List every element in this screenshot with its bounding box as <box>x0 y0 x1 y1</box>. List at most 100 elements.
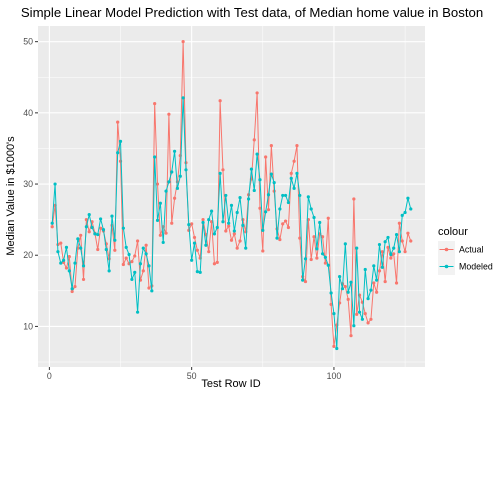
actual-point <box>278 237 282 242</box>
actual-point <box>255 91 259 95</box>
modeled-point <box>281 193 285 198</box>
x-tick-label: 100 <box>327 371 342 381</box>
series-layer <box>50 40 413 351</box>
modeled-point <box>76 237 80 241</box>
actual-point <box>232 232 236 236</box>
modeled-point <box>187 223 191 227</box>
modeled-point <box>380 265 384 269</box>
actual-point <box>332 344 336 348</box>
actual-point <box>329 302 333 306</box>
modeled-point <box>141 246 145 250</box>
actual-point <box>295 143 299 148</box>
modeled-point <box>192 241 197 245</box>
modeled-point <box>90 225 94 230</box>
modeled-point <box>56 250 60 254</box>
actual-point <box>79 233 83 237</box>
x-axis-title: Test Row ID <box>201 378 260 390</box>
modeled-point <box>323 255 328 259</box>
modeled-point <box>70 287 74 291</box>
modeled-point <box>135 310 140 314</box>
modeled-point <box>93 232 97 236</box>
actual-point <box>406 231 410 235</box>
modeled-point <box>212 232 217 236</box>
modeled-point <box>264 210 268 214</box>
modeled-point <box>375 278 379 282</box>
modeled-point <box>306 195 310 199</box>
modeled-point <box>96 232 100 237</box>
modeled-point <box>133 270 137 274</box>
modeled-point <box>397 250 401 254</box>
modeled-point <box>286 200 291 205</box>
modeled-point <box>155 218 160 222</box>
actual-point <box>221 168 225 172</box>
actual-point <box>372 281 376 285</box>
actual-point <box>394 281 399 285</box>
modeled-point <box>292 186 296 190</box>
modeled-point <box>79 246 83 250</box>
y-tick-label: 50 <box>23 37 33 47</box>
modeled-point <box>315 247 319 251</box>
modeled-point <box>207 218 211 222</box>
actual-point <box>158 233 162 237</box>
modeled-point <box>53 182 57 186</box>
actual-point <box>392 252 396 256</box>
modeled-point <box>258 178 262 182</box>
modeled-point <box>124 245 128 250</box>
actual-point <box>266 208 271 212</box>
actual-point <box>50 225 54 229</box>
modeled-point <box>175 186 180 190</box>
modeled-point <box>278 207 282 211</box>
modeled-point <box>389 252 393 257</box>
modeled-point <box>360 317 364 321</box>
actual-point <box>286 225 291 230</box>
actual-point <box>190 222 194 226</box>
actual-point <box>380 250 384 254</box>
actual-point <box>363 312 367 316</box>
actual-point <box>147 286 151 290</box>
modeled-point <box>130 277 134 282</box>
modeled-point <box>409 207 413 211</box>
modeled-point <box>249 167 254 171</box>
actual-point <box>130 260 134 264</box>
modeled-point <box>241 223 245 227</box>
modeled-point <box>400 213 404 217</box>
actual-point <box>212 262 217 266</box>
actual-point <box>269 143 273 148</box>
modeled-point <box>158 201 162 205</box>
actual-point <box>409 239 413 243</box>
modeled-point <box>104 247 108 252</box>
x-tick-label: 50 <box>187 371 197 381</box>
actual-point <box>84 218 88 222</box>
y-axis-title: Median Value in $1000's <box>5 136 17 256</box>
actual-point <box>283 219 288 223</box>
modeled-point <box>303 257 308 261</box>
actual-point <box>141 269 145 273</box>
modeled-point <box>144 252 148 256</box>
modeled-point <box>209 209 214 213</box>
actual-point <box>81 277 86 282</box>
modeled-point <box>110 214 114 218</box>
y-tick-label: 30 <box>23 179 33 189</box>
actual-point <box>153 101 157 106</box>
modeled-point <box>215 225 219 230</box>
actual-point <box>135 239 140 243</box>
actual-point <box>292 159 296 163</box>
modeled-point <box>349 280 353 284</box>
modeled-point <box>235 210 239 215</box>
actual-point <box>87 230 91 234</box>
actual-point <box>326 216 330 220</box>
modeled-point <box>377 242 382 247</box>
legend-keys: Actual Modeled <box>438 241 493 275</box>
modeled-point <box>363 267 367 272</box>
modeled-point <box>394 232 399 237</box>
actual-point <box>170 221 174 225</box>
legend-label-modeled: Modeled <box>459 262 493 272</box>
actual-point <box>229 238 234 242</box>
modeled-point <box>64 245 69 250</box>
actual-point <box>258 206 262 210</box>
actual-point <box>164 231 168 235</box>
modeled-point <box>62 258 66 262</box>
actual-point <box>124 256 128 260</box>
actual-point <box>167 112 171 116</box>
modeled-point <box>178 174 182 178</box>
